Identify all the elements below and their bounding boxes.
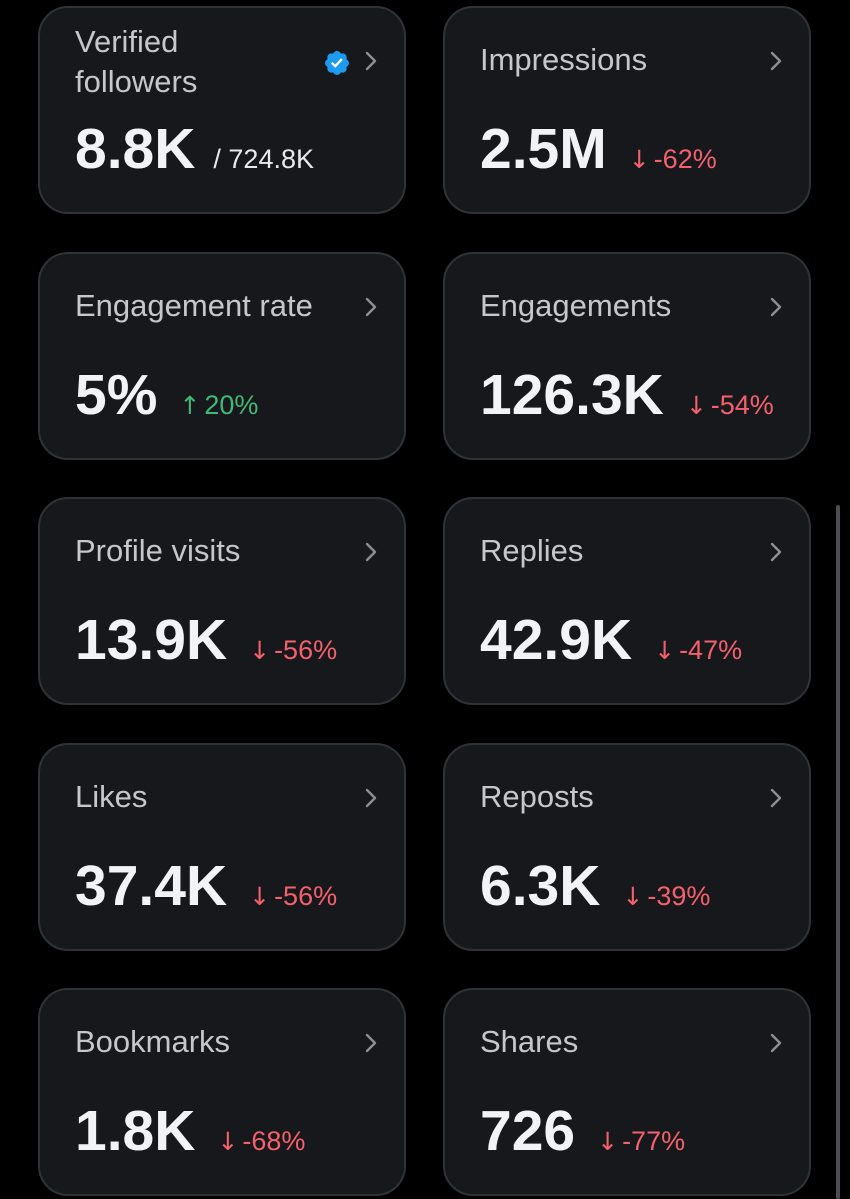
metric-value: 37.4K [75,854,228,918]
card-bookmarks[interactable]: Bookmarks 1.8K ↓ -68% [38,988,406,1196]
card-shares[interactable]: Shares 726 ↓ -77% [443,988,811,1196]
metric-value: 8.8K [75,117,196,181]
arrow-down-icon: ↓ [685,391,707,420]
metric-value: 13.9K [75,608,228,672]
chevron-right-icon[interactable] [360,296,382,318]
chevron-right-icon[interactable] [765,541,787,563]
verified-badge-icon [323,49,351,77]
chevron-right-icon[interactable] [765,787,787,809]
chevron-right-icon[interactable] [765,1032,787,1054]
card-engagements[interactable]: Engagements 126.3K ↓ -54% [443,252,811,460]
metric-value: 1.8K [75,1099,196,1163]
chevron-right-icon[interactable] [360,1032,382,1054]
value-row: 726 ↓ -77% [480,1098,685,1164]
metric-change-value: -54% [710,390,774,420]
arrow-up-icon: ↑ [179,391,201,420]
metric-change: ↓ -56% [249,635,337,666]
card-title: Shares [480,1024,579,1059]
metric-value: 42.9K [480,608,633,672]
metric-change-value: -56% [274,635,338,665]
metric-change: ↑ 20% [179,390,258,421]
metric-value: 6.3K [480,854,601,918]
metric-change-value: -56% [274,881,338,911]
chevron-right-icon[interactable] [765,296,787,318]
value-row: 5% ↑ 20% [75,362,258,428]
value-row: 1.8K ↓ -68% [75,1098,305,1164]
chevron-right-icon[interactable] [360,50,382,72]
metric-change: ↓ -62% [629,144,717,175]
card-verified-followers[interactable]: Verified followers 8.8K / 724.8K [38,6,406,214]
card-replies[interactable]: Replies 42.9K ↓ -47% [443,497,811,705]
value-row: 126.3K ↓ -54% [480,362,774,428]
value-row: 6.3K ↓ -39% [480,853,710,919]
arrow-down-icon: ↓ [217,1127,239,1156]
card-title: Engagement rate [75,288,313,323]
card-profile-visits[interactable]: Profile visits 13.9K ↓ -56% [38,497,406,705]
metric-change-value: -77% [622,1126,686,1156]
metric-total: / 724.8K [213,144,314,174]
metric-change: ↓ -77% [597,1126,685,1157]
scrollbar[interactable] [836,505,840,1199]
metric-change-value: -68% [242,1126,306,1156]
card-impressions[interactable]: Impressions 2.5M ↓ -62% [443,6,811,214]
arrow-down-icon: ↓ [597,1127,619,1156]
value-row: 8.8K / 724.8K [75,116,314,182]
value-row: 37.4K ↓ -56% [75,853,337,919]
metric-change-value: -47% [679,635,743,665]
card-reposts[interactable]: Reposts 6.3K ↓ -39% [443,743,811,951]
card-title: Reposts [480,779,594,814]
metric-change: ↓ -56% [249,881,337,912]
card-engagement-rate[interactable]: Engagement rate 5% ↑ 20% [38,252,406,460]
metric-change-value: -62% [653,144,717,174]
value-row: 2.5M ↓ -62% [480,116,717,182]
metric-change: ↓ -39% [622,881,710,912]
metric-change: ↓ -54% [686,390,774,421]
metric-change: ↓ -68% [217,1126,305,1157]
card-title: Likes [75,779,148,814]
arrow-down-icon: ↓ [654,636,676,665]
chevron-right-icon[interactable] [360,541,382,563]
card-likes[interactable]: Likes 37.4K ↓ -56% [38,743,406,951]
metric-change: ↓ -47% [654,635,742,666]
metric-value: 2.5M [480,117,607,181]
chevron-right-icon[interactable] [765,50,787,72]
metric-value: 726 [480,1099,576,1163]
card-title: Verified followers [75,22,275,102]
card-title: Impressions [480,42,648,77]
card-title-line-1: Verified [75,24,179,59]
metric-value: 5% [75,363,158,427]
metric-change-value: 20% [204,390,259,420]
card-title: Replies [480,533,584,568]
card-title-line-2: followers [75,64,198,99]
chevron-right-icon[interactable] [360,787,382,809]
card-title: Engagements [480,288,672,323]
value-row: 13.9K ↓ -56% [75,607,337,673]
metric-change-value: -39% [647,881,711,911]
value-row: 42.9K ↓ -47% [480,607,742,673]
arrow-down-icon: ↓ [628,145,650,174]
arrow-down-icon: ↓ [249,882,271,911]
card-title: Profile visits [75,533,241,568]
metric-value: 126.3K [480,363,664,427]
card-title: Bookmarks [75,1024,231,1059]
arrow-down-icon: ↓ [249,636,271,665]
arrow-down-icon: ↓ [622,882,644,911]
